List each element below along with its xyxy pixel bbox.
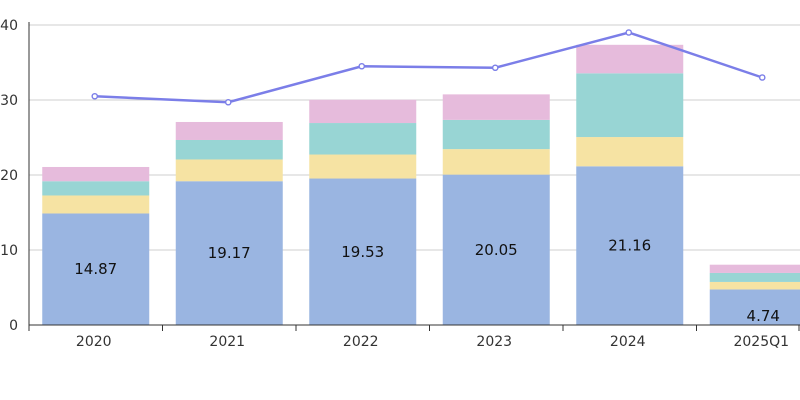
axes: 0 10 20 30 40 2020 2021 2022 2023 2024 2025Q1	[0, 18, 800, 350]
line-point	[91, 92, 99, 100]
bar-value-label: 19.17	[208, 244, 251, 262]
x-tick-label: 2022	[343, 334, 379, 350]
bar-stacks	[42, 44, 800, 325]
bar-segment	[309, 123, 417, 155]
line-path	[94, 31, 763, 104]
x-tick-label: 2023	[476, 334, 512, 350]
bar-value-label: 20.05	[475, 241, 518, 259]
y-tick-label: 10	[0, 243, 18, 259]
bar-segment	[42, 195, 150, 214]
bar-segment	[175, 121, 283, 140]
bar-segment	[442, 149, 550, 175]
bar-segment	[175, 159, 283, 182]
bar-segment	[175, 139, 283, 160]
bar-value-label: 4.74	[747, 307, 780, 325]
bar-segment	[576, 73, 684, 138]
data-labels: 14.87 19.17 19.53 20.05 21.16 4.74	[74, 237, 780, 326]
y-tick-label: 20	[0, 168, 18, 184]
bar-segment	[309, 99, 417, 124]
bar-segment	[442, 119, 550, 150]
bar-value-label: 19.53	[341, 243, 384, 261]
y-tick-label: 30	[0, 93, 18, 109]
bar-segment	[442, 174, 550, 325]
bar-segment	[309, 178, 417, 325]
bar-segment	[42, 166, 150, 182]
line-point	[224, 98, 232, 106]
bar-segment	[709, 264, 800, 273]
line-point	[625, 29, 633, 36]
x-tick-label: 2024	[610, 334, 646, 350]
bar-segment	[576, 166, 684, 325]
line-point	[758, 74, 766, 81]
bar-segment	[576, 137, 684, 167]
y-tick-label: 40	[0, 18, 18, 34]
bar-segment	[709, 289, 800, 325]
bar-segment	[42, 213, 150, 325]
line-point	[491, 64, 499, 72]
bar-segment	[576, 44, 684, 74]
bar-segment	[442, 94, 550, 120]
bar-segment	[42, 181, 150, 196]
bar-segment	[709, 272, 800, 282]
x-tick-label: 2021	[209, 334, 245, 350]
bar-segment	[709, 281, 800, 290]
bar-value-label: 14.87	[74, 260, 117, 278]
line-point	[358, 62, 366, 70]
line-series	[91, 29, 766, 106]
bar-value-label: 21.16	[608, 237, 651, 255]
x-tick-label: 2025Q1	[733, 334, 789, 350]
bar-segment	[309, 154, 417, 179]
bar-segment	[175, 181, 283, 325]
x-tick-label: 2020	[76, 334, 112, 350]
y-tick-label: 0	[9, 318, 18, 334]
